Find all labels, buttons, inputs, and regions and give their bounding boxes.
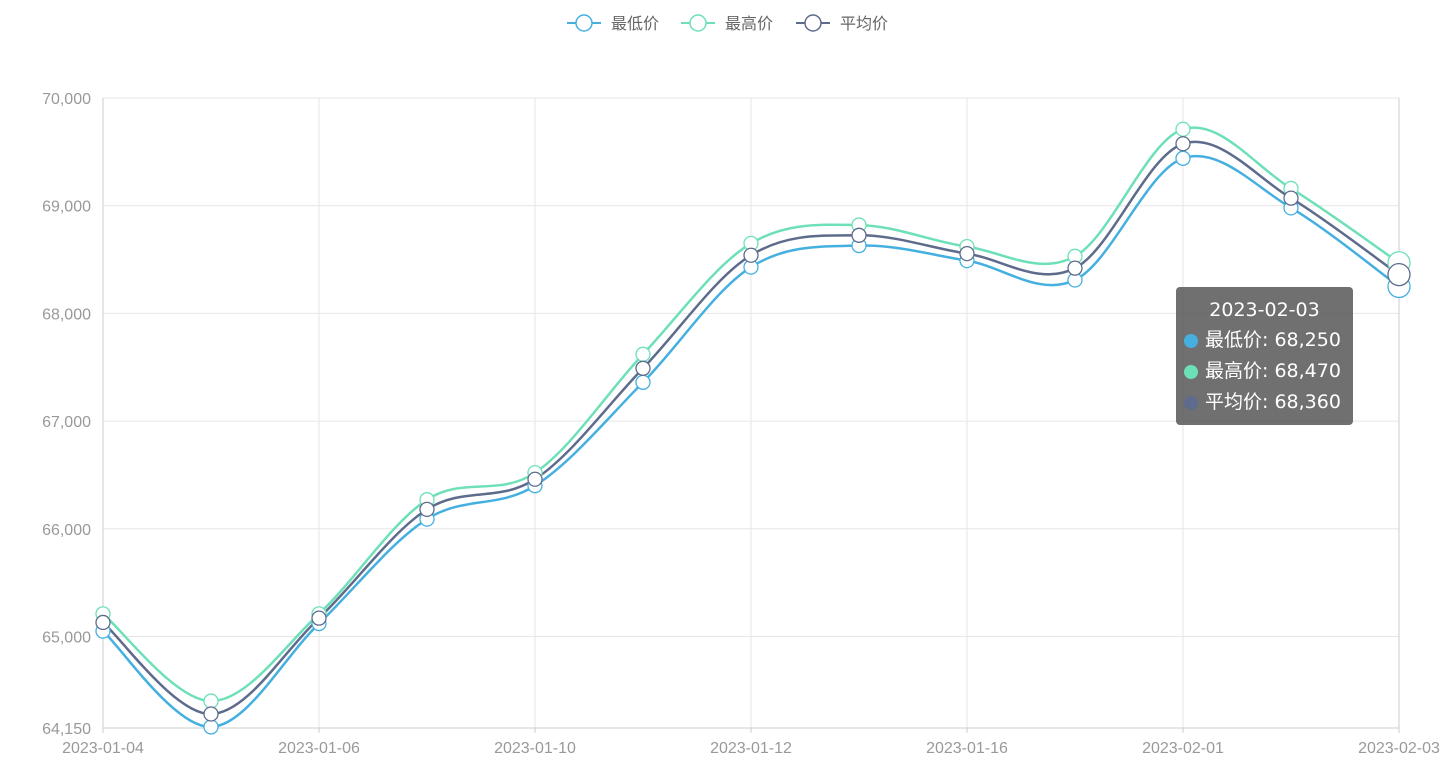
x-tick-label: 2023-01-06 bbox=[278, 740, 360, 757]
y-tick-label: 66,000 bbox=[42, 522, 91, 539]
data-point-max[interactable] bbox=[635, 346, 651, 362]
chart-axes: 64,150 65,000 66,000 67,000 68,000 69,000 70,0… bbox=[42, 91, 1440, 757]
data-point-avg[interactable] bbox=[1283, 190, 1299, 206]
tooltip-row-min: 最低价: 68,250 bbox=[1184, 325, 1345, 356]
data-point-avg[interactable] bbox=[959, 245, 975, 262]
data-point-avg[interactable] bbox=[1175, 136, 1191, 152]
data-point-avg[interactable] bbox=[743, 247, 759, 263]
y-tick-label: 64,150 bbox=[42, 721, 91, 738]
y-tick-label: 67,000 bbox=[42, 414, 91, 431]
y-tick-label: 70,000 bbox=[42, 91, 91, 108]
data-point-avg[interactable] bbox=[527, 471, 543, 487]
legend-circle-icon bbox=[804, 14, 822, 32]
tooltip-label-max: 最高价: 68,470 bbox=[1205, 360, 1341, 382]
y-tick-label: 69,000 bbox=[42, 199, 91, 216]
legend-item-min[interactable]: 最低价 bbox=[567, 14, 659, 33]
tooltip-dot-avg bbox=[1184, 395, 1198, 410]
tooltip-dot-min bbox=[1184, 333, 1198, 348]
data-point-avg[interactable] bbox=[851, 227, 867, 243]
data-point-min[interactable] bbox=[1175, 150, 1191, 166]
tooltip-row-max: 最高价: 68,470 bbox=[1184, 356, 1345, 387]
x-tick-label: 2023-01-16 bbox=[926, 740, 1008, 757]
data-point-avg[interactable] bbox=[635, 360, 651, 376]
x-tick-label: 2023-01-04 bbox=[62, 740, 144, 757]
data-point-avg[interactable] bbox=[95, 614, 111, 631]
chart-legend[interactable]: 最低价 最高价 平均价 bbox=[567, 14, 888, 33]
y-tick-label: 68,000 bbox=[42, 306, 91, 323]
data-point-min[interactable] bbox=[203, 719, 219, 735]
legend-item-max[interactable]: 最高价 bbox=[681, 14, 773, 33]
tooltip-label-avg: 平均价: 68,360 bbox=[1205, 391, 1341, 413]
tooltip-row-avg: 平均价: 68,360 bbox=[1184, 387, 1345, 418]
tooltip-title: 2023-02-03 bbox=[1209, 299, 1320, 321]
data-point-avg[interactable] bbox=[1387, 262, 1411, 287]
data-point-avg[interactable] bbox=[311, 610, 327, 626]
data-point-avg[interactable] bbox=[419, 501, 435, 518]
data-point-avg[interactable] bbox=[1067, 260, 1083, 276]
legend-circle-icon bbox=[575, 14, 593, 32]
series-points bbox=[95, 121, 1411, 735]
data-point-min[interactable] bbox=[635, 374, 651, 390]
x-tick-label: 2023-02-03 bbox=[1358, 740, 1440, 757]
legend-label: 最高价 bbox=[725, 15, 773, 33]
data-point-max[interactable] bbox=[203, 693, 219, 709]
legend-label: 平均价 bbox=[840, 15, 888, 33]
legend-circle-icon bbox=[689, 14, 707, 32]
y-tick-label: 65,000 bbox=[42, 629, 91, 646]
tooltip-label-min: 最低价: 68,250 bbox=[1205, 329, 1341, 351]
data-point-max[interactable] bbox=[1175, 121, 1191, 137]
legend-label: 最低价 bbox=[611, 15, 659, 33]
data-point-avg[interactable] bbox=[203, 706, 219, 722]
x-tick-label: 2023-02-01 bbox=[1142, 740, 1224, 757]
x-tick-label: 2023-01-10 bbox=[494, 740, 576, 757]
x-tick-label: 2023-01-12 bbox=[710, 740, 792, 757]
legend-item-avg[interactable]: 平均价 bbox=[796, 14, 888, 33]
tooltip-dot-max bbox=[1184, 364, 1198, 379]
chart-tooltip: 2023-02-03 最低价: 68,250 最高价: 68,470 平均价: … bbox=[1176, 287, 1353, 425]
